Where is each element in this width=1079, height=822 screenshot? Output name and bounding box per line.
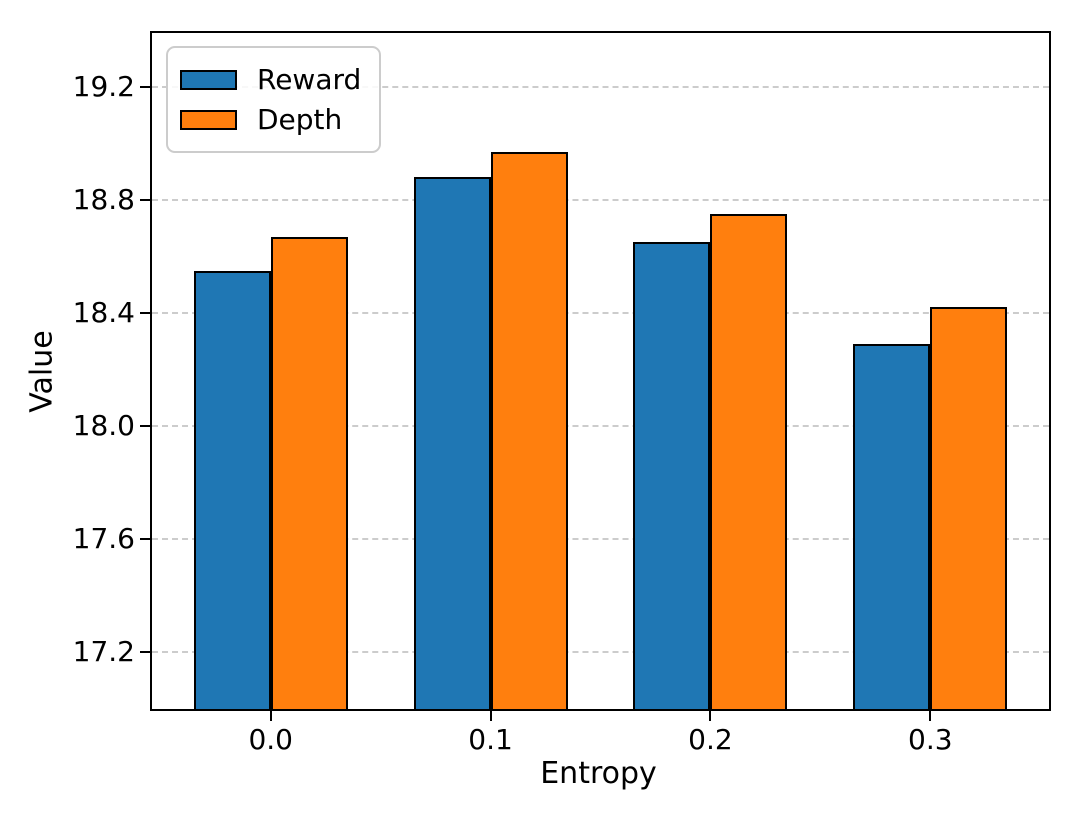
x-tick-label: 0.3 xyxy=(908,723,953,756)
y-gridline xyxy=(152,538,1049,541)
y-gridline xyxy=(152,651,1049,654)
y-tick-label: 18.8 xyxy=(72,182,135,216)
y-tick-mark xyxy=(140,651,150,654)
y-tick-mark xyxy=(140,312,150,315)
legend-item-reward: Reward xyxy=(180,62,361,97)
x-axis-label: Entropy xyxy=(540,756,657,791)
y-tick-mark xyxy=(140,425,150,428)
y-tick-label: 17.6 xyxy=(72,522,135,556)
plot-area: Reward Depth 17.2 17.6 18.0 18.4 18.8 19.2 0.0 0… xyxy=(73,31,1051,756)
y-axis-label: Value xyxy=(24,330,60,413)
x-tick-label: 0.2 xyxy=(688,723,733,756)
y-tick-label: 18.0 xyxy=(72,409,135,443)
legend-item-depth: Depth xyxy=(180,102,361,137)
y-gridline xyxy=(152,198,1049,201)
y-tick-label: 19.2 xyxy=(72,69,135,103)
legend-swatch-icon xyxy=(180,109,237,130)
x-tick-label: 0.0 xyxy=(248,723,293,756)
y-tick-label: 17.2 xyxy=(72,635,135,669)
x-tick-mark xyxy=(929,711,932,721)
x-tick-mark xyxy=(269,711,272,721)
bar-reward-0.2 xyxy=(633,242,711,709)
y-gridline xyxy=(152,312,1049,315)
bar-depth-0.3 xyxy=(930,307,1008,709)
bar-reward-0.0 xyxy=(193,270,271,709)
legend-label: Reward xyxy=(257,63,362,96)
bar-depth-0.1 xyxy=(490,151,568,709)
x-tick-mark xyxy=(489,711,492,721)
legend-label: Depth xyxy=(257,103,343,136)
bar-depth-0.0 xyxy=(270,236,348,709)
y-tick-label: 18.4 xyxy=(72,296,135,330)
bar-depth-0.2 xyxy=(710,214,788,709)
y-tick-mark xyxy=(140,85,150,88)
bar-reward-0.3 xyxy=(853,344,931,709)
y-gridline xyxy=(152,85,1049,88)
legend-swatch-icon xyxy=(180,69,237,90)
y-gridline xyxy=(152,425,1049,428)
y-tick-mark xyxy=(140,538,150,541)
bar-reward-0.1 xyxy=(413,177,491,709)
x-tick-mark xyxy=(709,711,712,721)
x-tick-label: 0.1 xyxy=(468,723,513,756)
y-tick-mark xyxy=(140,198,150,201)
legend: Reward Depth xyxy=(166,46,382,153)
